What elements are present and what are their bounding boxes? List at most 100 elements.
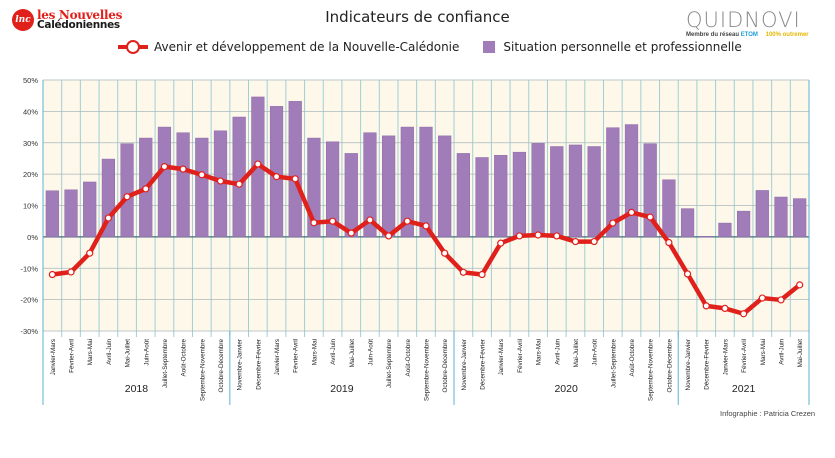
x-tick-label: Décembre-Février (704, 339, 711, 390)
etom-text: ETOM (740, 32, 758, 38)
x-tick-label: Janvier-Mars (498, 339, 505, 375)
bar (45, 190, 59, 238)
line-point (459, 268, 467, 276)
x-tick-label: Août-Octobre (629, 339, 636, 377)
x-tick-label: Février-Avril (69, 339, 76, 373)
bar (325, 141, 340, 238)
line-point (478, 270, 486, 279)
logo-les-nouvelles-caledoniennes: lnc les Nouvelles Calédoniennes (12, 9, 122, 31)
line-point (403, 217, 411, 225)
bar (83, 181, 97, 238)
bar (120, 143, 134, 238)
x-tick-label: Janvier-Mars (50, 339, 57, 375)
x-tick-label: Janvier-Mars (722, 339, 729, 375)
line-point (796, 281, 804, 289)
legend-line-label: Avenir et développement de la Nouvelle-C… (154, 40, 460, 54)
legend: Avenir et développement de la Nouvelle-C… (118, 40, 742, 54)
bar (176, 132, 190, 238)
x-tick-label: Janvier-Mars (274, 339, 281, 375)
x-tick-label: Octobre-Décembre (666, 339, 673, 393)
line-point (758, 294, 766, 302)
x-tick-label: Septembre-Novembre (199, 339, 206, 401)
line-point (385, 232, 393, 240)
y-tick-label: -10% (20, 264, 38, 273)
line-point (441, 249, 449, 257)
bar (512, 151, 527, 238)
x-tick-label: Mai-Juillet (125, 339, 132, 368)
y-tick-label: 50% (23, 76, 38, 85)
x-tick-label: Avril-Juin (554, 339, 561, 365)
line-point (198, 171, 206, 179)
tagline-text: Membre du réseau (686, 32, 740, 38)
legend-bar-label: Situation personnelle et professionnelle (503, 40, 742, 54)
x-tick-label: Mai-Juillet (573, 339, 580, 368)
bar-swatch-icon (483, 41, 496, 53)
x-tick-label: Novembre-Janvier (685, 339, 692, 390)
line-point (272, 173, 281, 181)
line-point (740, 310, 748, 318)
bar (475, 157, 489, 238)
y-tick-label: 20% (23, 170, 38, 179)
line-point (627, 208, 636, 217)
line-point (646, 213, 654, 221)
line-point (160, 162, 169, 171)
x-tick-label: Février-Avril (293, 339, 300, 373)
line-point (123, 193, 131, 201)
line-point (291, 175, 299, 183)
x-tick-label: Mai-Juillet (349, 339, 356, 368)
line-point (86, 249, 94, 257)
x-tick-label: Novembre-Janvier (461, 339, 468, 390)
x-tick-label: Avril-Juin (330, 339, 337, 365)
line-point (497, 239, 505, 247)
x-tick-label: Avril-Juin (778, 339, 785, 365)
line-point (702, 302, 710, 310)
logo-line2: Calédoniennes (37, 19, 120, 31)
bar (64, 189, 78, 238)
bar (195, 137, 209, 238)
x-tick-label: Mars-Mai (87, 339, 94, 365)
y-tick-label: 40% (23, 107, 38, 116)
y-tick-label: 30% (23, 139, 38, 148)
x-tick-label: Octobre-Décembre (218, 339, 225, 393)
bar (531, 143, 545, 238)
line-point (777, 296, 785, 304)
line-point (366, 216, 374, 224)
credit-text: Infographie : Patricia Crezen (720, 409, 816, 418)
x-tick-label: Septembre-Novembre (648, 339, 655, 401)
line-point (721, 304, 729, 313)
lnc-badge-icon: lnc (12, 9, 34, 31)
x-tick-label: Juillet-Septembre (386, 339, 393, 388)
x-tick-label: Mars-Mai (311, 339, 318, 365)
bar (568, 144, 583, 238)
x-tick-label: Juillet-Septembre (610, 339, 617, 388)
x-tick-label: Juin-Août (367, 339, 374, 366)
legend-item-bar: Situation personnelle et professionnelle (459, 40, 742, 54)
line-point (422, 222, 430, 230)
line-point (254, 160, 262, 168)
x-tick-label: Février-Avril (741, 339, 748, 373)
bar (662, 179, 676, 238)
y-tick-label: 0% (27, 233, 38, 242)
line-point (142, 185, 150, 193)
line-point (347, 229, 355, 237)
bar (288, 101, 302, 238)
x-tick-label: Octobre-Décembre (442, 339, 449, 393)
y-tick-label: -30% (20, 327, 38, 336)
x-tick-label: Août-Octobre (405, 339, 412, 377)
bar (718, 222, 732, 238)
line-point (216, 177, 225, 185)
legend-item-line: Avenir et développement de la Nouvelle-C… (118, 40, 459, 54)
line-point (67, 268, 75, 276)
x-tick-label: Mars-Mai (760, 339, 767, 365)
bar (587, 146, 601, 238)
line-point (571, 237, 580, 246)
y-tick-label: 10% (23, 202, 38, 211)
bar (699, 235, 713, 238)
year-label: 2021 (732, 383, 756, 395)
x-tick-label: Juin-Août (143, 339, 150, 366)
x-tick-label: Décembre-Février (480, 339, 487, 390)
line-swatch-icon (118, 40, 148, 54)
line-point (310, 219, 318, 227)
y-tick-label: -20% (20, 296, 38, 305)
